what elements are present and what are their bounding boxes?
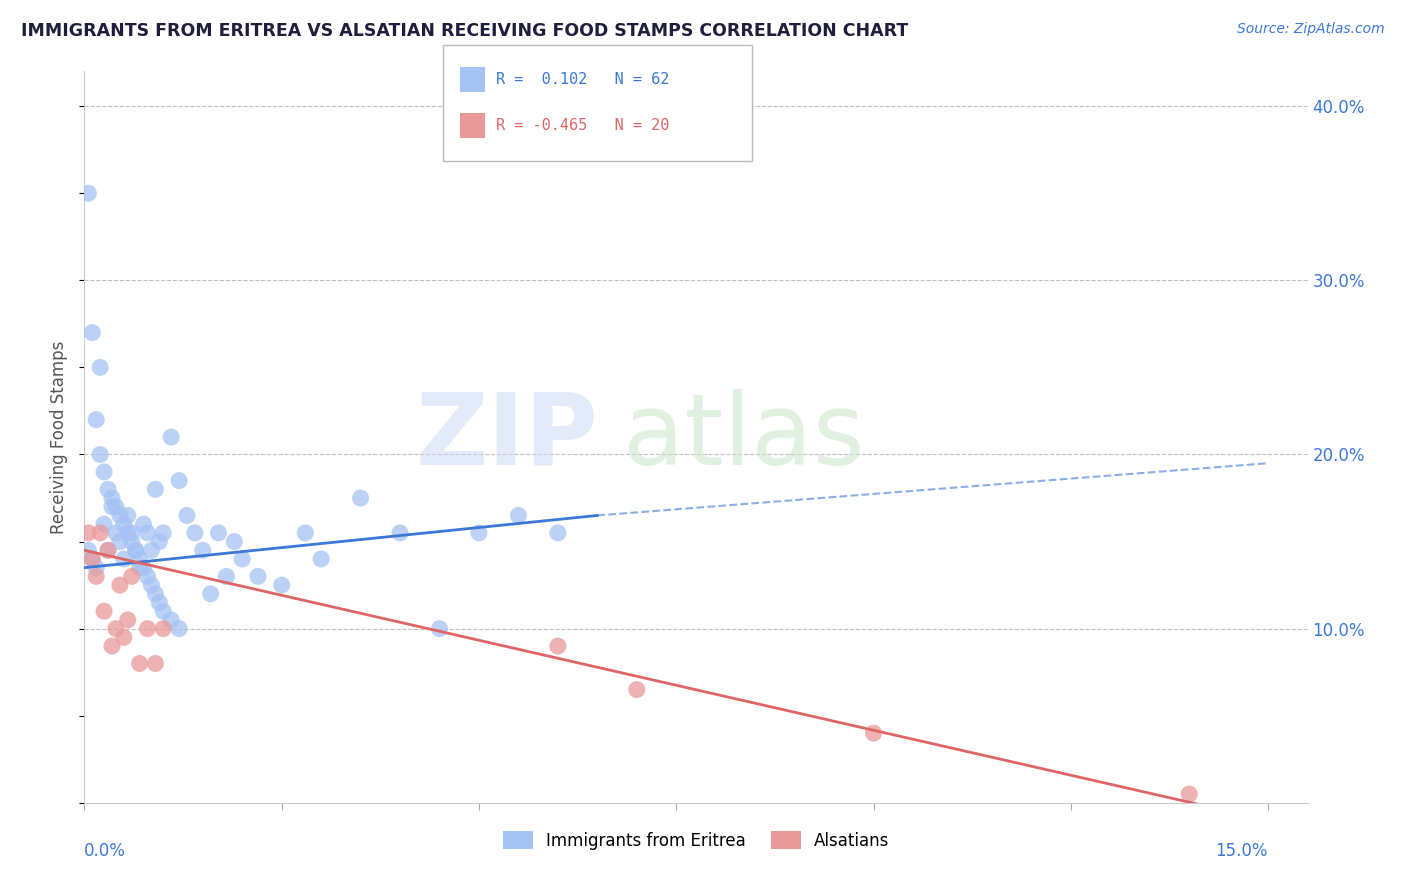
- Point: [93, 517, 115, 532]
- Point: [136, 622, 159, 636]
- Point: [121, 569, 143, 583]
- Text: IMMIGRANTS FROM ERITREA VS ALSATIAN RECEIVING FOOD STAMPS CORRELATION CHART: IMMIGRANTS FROM ERITREA VS ALSATIAN RECE…: [21, 22, 908, 40]
- Legend: Immigrants from Eritrea, Alsatians: Immigrants from Eritrea, Alsatians: [496, 824, 896, 856]
- Point: [152, 525, 174, 540]
- Point: [117, 613, 139, 627]
- Point: [167, 622, 190, 636]
- Text: R = -0.465   N = 20: R = -0.465 N = 20: [496, 119, 669, 133]
- Point: [429, 622, 451, 636]
- Point: [93, 604, 115, 618]
- Point: [84, 569, 107, 583]
- Point: [128, 657, 150, 671]
- Point: [97, 483, 120, 497]
- Point: [89, 525, 111, 540]
- Point: [145, 483, 167, 497]
- Point: [108, 534, 131, 549]
- Point: [104, 622, 127, 636]
- Point: [270, 578, 292, 592]
- Point: [294, 525, 316, 540]
- Point: [191, 543, 214, 558]
- Y-axis label: Receiving Food Stamps: Receiving Food Stamps: [51, 341, 69, 533]
- Text: 0.0%: 0.0%: [84, 842, 127, 860]
- Point: [101, 491, 124, 505]
- Point: [121, 534, 143, 549]
- Point: [93, 465, 115, 479]
- Point: [112, 552, 135, 566]
- Point: [468, 525, 491, 540]
- Point: [148, 534, 170, 549]
- Point: [862, 726, 884, 740]
- Point: [136, 569, 159, 583]
- Point: [215, 569, 238, 583]
- Point: [160, 430, 183, 444]
- Point: [176, 508, 198, 523]
- Point: [389, 525, 412, 540]
- Point: [200, 587, 222, 601]
- Point: [108, 508, 131, 523]
- Point: [128, 560, 150, 574]
- Point: [141, 578, 163, 592]
- Point: [207, 525, 229, 540]
- Point: [101, 500, 124, 514]
- Point: [84, 560, 107, 574]
- Point: [128, 552, 150, 566]
- Point: [77, 543, 100, 558]
- Point: [112, 631, 135, 645]
- Point: [84, 412, 107, 426]
- Point: [184, 525, 207, 540]
- Text: Source: ZipAtlas.com: Source: ZipAtlas.com: [1237, 22, 1385, 37]
- Point: [108, 578, 131, 592]
- Point: [104, 500, 127, 514]
- Point: [89, 448, 111, 462]
- Point: [1178, 787, 1201, 801]
- Point: [148, 595, 170, 609]
- Point: [117, 525, 139, 540]
- Point: [124, 543, 146, 558]
- Text: ZIP: ZIP: [415, 389, 598, 485]
- Text: 15.0%: 15.0%: [1216, 842, 1268, 860]
- Point: [104, 525, 127, 540]
- Point: [124, 543, 146, 558]
- Point: [101, 639, 124, 653]
- Point: [121, 525, 143, 540]
- Point: [167, 474, 190, 488]
- Text: R =  0.102   N = 62: R = 0.102 N = 62: [496, 72, 669, 87]
- Point: [145, 657, 167, 671]
- Point: [82, 326, 104, 340]
- Point: [231, 552, 253, 566]
- Point: [145, 587, 167, 601]
- Point: [132, 560, 155, 574]
- Point: [160, 613, 183, 627]
- Point: [152, 622, 174, 636]
- Point: [349, 491, 371, 505]
- Point: [152, 604, 174, 618]
- Point: [136, 525, 159, 540]
- Point: [141, 543, 163, 558]
- Text: atlas: atlas: [623, 389, 865, 485]
- Point: [82, 552, 104, 566]
- Point: [132, 517, 155, 532]
- Point: [97, 543, 120, 558]
- Point: [224, 534, 246, 549]
- Point: [97, 543, 120, 558]
- Point: [89, 360, 111, 375]
- Point: [77, 186, 100, 201]
- Point: [626, 682, 648, 697]
- Point: [508, 508, 530, 523]
- Point: [82, 552, 104, 566]
- Point: [117, 508, 139, 523]
- Point: [547, 525, 569, 540]
- Point: [112, 517, 135, 532]
- Point: [77, 525, 100, 540]
- Point: [309, 552, 332, 566]
- Point: [547, 639, 569, 653]
- Point: [246, 569, 269, 583]
